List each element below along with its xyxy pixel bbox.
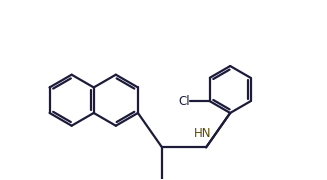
Text: Cl: Cl [178, 95, 190, 108]
Text: HN: HN [194, 127, 211, 140]
